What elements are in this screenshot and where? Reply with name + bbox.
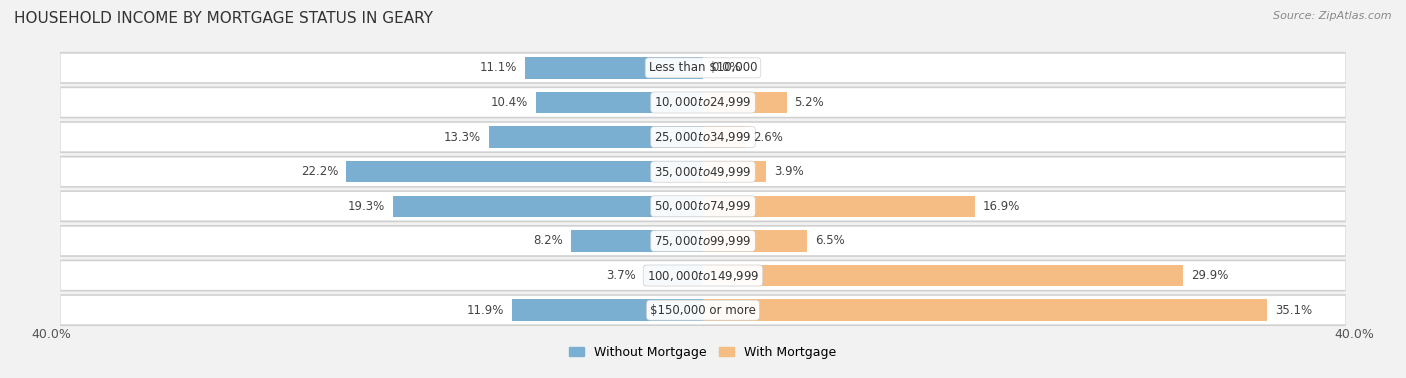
Bar [703, 299, 1267, 321]
Text: 29.9%: 29.9% [1191, 269, 1229, 282]
FancyBboxPatch shape [60, 191, 1346, 222]
Legend: Without Mortgage, With Mortgage: Without Mortgage, With Mortgage [564, 341, 842, 364]
Text: 11.1%: 11.1% [479, 61, 516, 74]
Text: 8.2%: 8.2% [533, 234, 564, 248]
FancyBboxPatch shape [60, 121, 1346, 153]
FancyBboxPatch shape [60, 296, 1346, 325]
Text: 19.3%: 19.3% [347, 200, 385, 213]
Text: 40.0%: 40.0% [1334, 328, 1375, 341]
Text: 3.7%: 3.7% [606, 269, 636, 282]
Text: 22.2%: 22.2% [301, 165, 339, 178]
FancyBboxPatch shape [60, 294, 1346, 326]
Text: 6.5%: 6.5% [815, 234, 845, 248]
FancyBboxPatch shape [60, 226, 1346, 256]
Text: HOUSEHOLD INCOME BY MORTGAGE STATUS IN GEARY: HOUSEHOLD INCOME BY MORTGAGE STATUS IN G… [14, 11, 433, 26]
Text: Source: ZipAtlas.com: Source: ZipAtlas.com [1274, 11, 1392, 21]
FancyBboxPatch shape [60, 260, 1346, 291]
Text: $25,000 to $34,999: $25,000 to $34,999 [654, 130, 752, 144]
FancyBboxPatch shape [60, 52, 1346, 84]
Bar [703, 265, 1184, 286]
Bar [703, 161, 766, 183]
Text: Less than $10,000: Less than $10,000 [648, 61, 758, 74]
Bar [703, 195, 974, 217]
Text: 5.2%: 5.2% [794, 96, 824, 109]
Bar [536, 92, 703, 113]
Text: 3.9%: 3.9% [773, 165, 803, 178]
Text: 11.9%: 11.9% [467, 304, 503, 317]
Bar [346, 161, 703, 183]
Text: $10,000 to $24,999: $10,000 to $24,999 [654, 96, 752, 110]
FancyBboxPatch shape [60, 53, 1346, 82]
Text: $150,000 or more: $150,000 or more [650, 304, 756, 317]
Bar [703, 92, 786, 113]
FancyBboxPatch shape [60, 225, 1346, 257]
Text: $75,000 to $99,999: $75,000 to $99,999 [654, 234, 752, 248]
Text: 0.0%: 0.0% [711, 61, 741, 74]
FancyBboxPatch shape [60, 156, 1346, 187]
Bar [524, 57, 703, 79]
Text: 16.9%: 16.9% [983, 200, 1019, 213]
Text: 40.0%: 40.0% [31, 328, 72, 341]
Bar [489, 126, 703, 148]
Text: $50,000 to $74,999: $50,000 to $74,999 [654, 199, 752, 213]
FancyBboxPatch shape [60, 87, 1346, 118]
Bar [703, 230, 807, 252]
FancyBboxPatch shape [60, 192, 1346, 221]
Text: $35,000 to $49,999: $35,000 to $49,999 [654, 165, 752, 179]
Text: $100,000 to $149,999: $100,000 to $149,999 [647, 268, 759, 282]
Text: 13.3%: 13.3% [444, 130, 481, 144]
Text: 35.1%: 35.1% [1275, 304, 1312, 317]
FancyBboxPatch shape [60, 122, 1346, 152]
Text: 2.6%: 2.6% [752, 130, 783, 144]
Bar [644, 265, 703, 286]
FancyBboxPatch shape [60, 88, 1346, 117]
Bar [512, 299, 703, 321]
FancyBboxPatch shape [60, 157, 1346, 186]
Bar [571, 230, 703, 252]
Bar [703, 126, 745, 148]
FancyBboxPatch shape [60, 261, 1346, 290]
Bar [392, 195, 703, 217]
Text: 10.4%: 10.4% [491, 96, 527, 109]
